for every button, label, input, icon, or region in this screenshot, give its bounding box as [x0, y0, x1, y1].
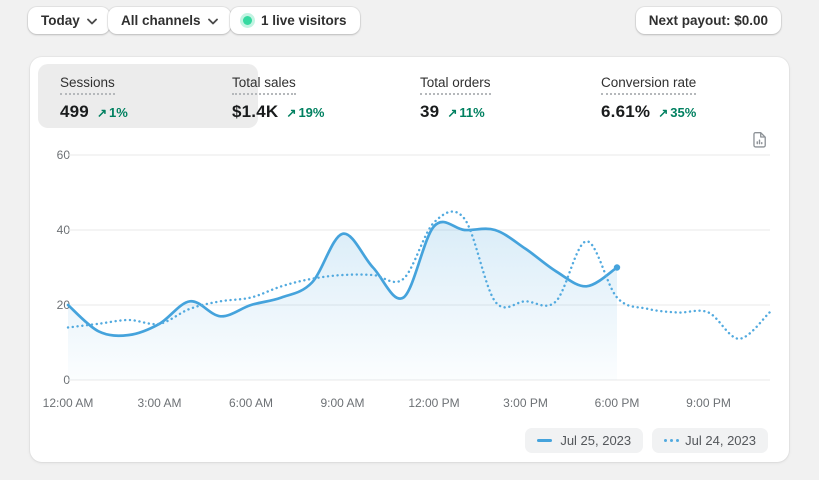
metric-label: Total sales: [232, 75, 296, 95]
trend-up-arrow-icon: ↗: [286, 106, 297, 120]
channels-filter-button[interactable]: All channels: [108, 7, 231, 34]
solid-line-swatch-icon: [537, 439, 553, 442]
x-axis-tick-label: 12:00 AM: [42, 396, 94, 410]
x-axis-tick-label: 12:00 PM: [408, 396, 460, 410]
metric-delta: ↗ 11%: [447, 105, 485, 120]
report-file-icon: [752, 131, 766, 148]
metric-value: 39: [420, 102, 440, 121]
chevron-down-icon: [86, 18, 97, 24]
next-payout-button[interactable]: Next payout: $0.00: [635, 7, 781, 34]
metric-tile-total-orders[interactable]: Total orders 39 ↗ 11%: [408, 64, 583, 128]
legend-label: Jul 25, 2023: [560, 433, 632, 448]
metric-delta: ↗ 35%: [658, 105, 697, 120]
date-range-button[interactable]: Today: [28, 7, 110, 34]
x-axis-tick-label: 9:00 AM: [320, 396, 365, 410]
metric-tile-total-sales[interactable]: Total sales $1.4K ↗ 19%: [220, 64, 400, 128]
next-payout-label: Next payout: $0.00: [648, 13, 768, 28]
metric-value: 6.61%: [601, 102, 651, 121]
dotted-line-swatch-icon: [664, 439, 668, 442]
metric-delta: ↗ 1%: [96, 105, 128, 120]
metric-tile-conversion-rate[interactable]: Conversion rate 6.61% ↗ 35%: [589, 64, 779, 128]
analytics-card: Sessions 499 ↗ 1% Total sales $1.4K ↗ 19% …: [30, 57, 789, 462]
trend-up-arrow-icon: ↗: [447, 106, 458, 120]
legend-item-jul-25[interactable]: Jul 25, 2023: [525, 428, 644, 453]
series-end-dot: [613, 264, 621, 271]
metric-label: Sessions: [60, 75, 115, 95]
metric-delta: ↗ 19%: [286, 105, 325, 120]
x-axis-tick-label: 3:00 PM: [503, 396, 548, 410]
x-axis-tick-label: 9:00 PM: [686, 396, 731, 410]
channels-filter-label: All channels: [121, 13, 201, 28]
metric-label: Total orders: [420, 75, 491, 95]
legend-label: Jul 24, 2023: [685, 433, 756, 448]
metric-value: $1.4K: [232, 102, 279, 121]
metric-label: Conversion rate: [601, 75, 697, 95]
live-status-dot-icon: [243, 16, 252, 25]
view-report-button[interactable]: [746, 127, 772, 151]
chevron-down-icon: [207, 18, 218, 24]
y-axis-tick-label: 40: [56, 223, 70, 237]
sessions-line-chart: [66, 154, 771, 381]
trend-up-arrow-icon: ↗: [658, 106, 669, 120]
y-axis-tick-label: 20: [56, 298, 70, 312]
x-axis-tick-label: 3:00 AM: [137, 396, 182, 410]
metric-value: 499: [60, 102, 89, 121]
live-visitors-label: 1 live visitors: [261, 13, 347, 28]
live-visitors-button[interactable]: 1 live visitors: [230, 7, 360, 34]
series-line-dotted: [66, 210, 771, 341]
trend-up-arrow-icon: ↗: [96, 106, 108, 120]
metric-tile-sessions[interactable]: Sessions 499 ↗ 1%: [38, 64, 258, 128]
y-axis-tick-label: 60: [56, 148, 70, 162]
date-range-label: Today: [41, 13, 80, 28]
y-axis-tick-label: 0: [63, 373, 70, 387]
x-axis-tick-label: 6:00 AM: [228, 396, 274, 410]
legend-item-jul-24[interactable]: Jul 24, 2023: [652, 428, 768, 453]
series-area-fill: [68, 221, 617, 380]
x-axis-tick-label: 6:00 PM: [594, 396, 640, 410]
chart-legend: Jul 25, 2023 Jul 24, 2023: [525, 428, 768, 453]
